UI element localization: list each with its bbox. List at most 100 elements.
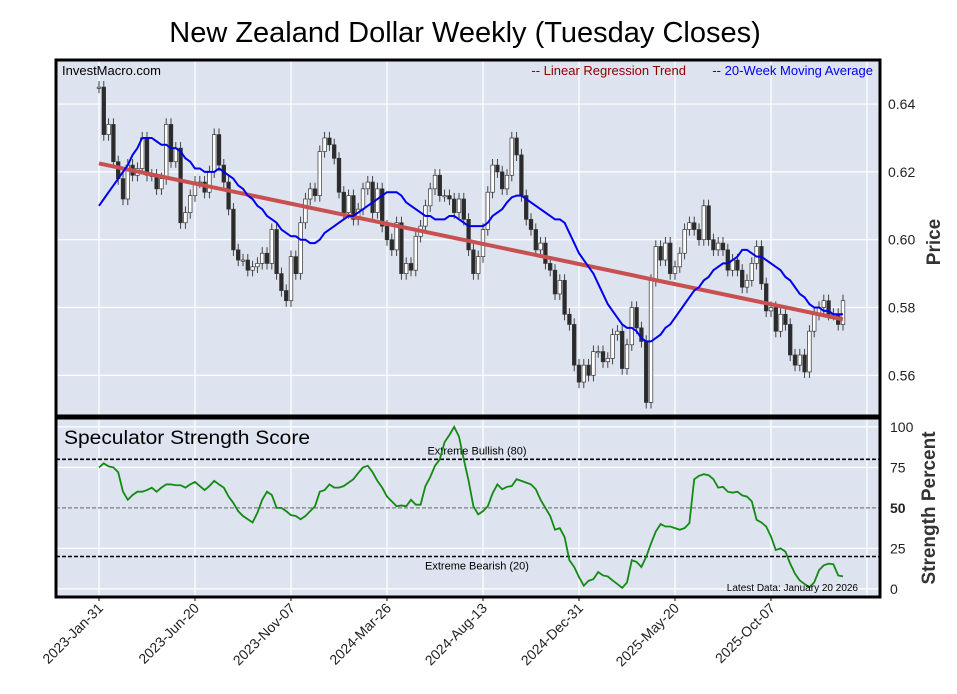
candle-body [596,351,601,354]
candle-body [716,242,721,251]
candle-body [543,242,548,264]
candle-body [749,263,754,281]
candle-body [692,222,697,230]
candle-body [500,171,505,190]
candle-body [567,313,572,325]
candle-body [764,283,769,312]
candle-body [552,269,558,295]
strength-tick-label: 50 [890,500,906,516]
candle-body [706,205,711,241]
candle-body [788,324,793,356]
candle-body [629,307,634,346]
price-tick-label: 0.62 [888,164,915,180]
legend-trend: -- Linear Regression Trend [531,63,686,78]
candle-body [111,124,116,163]
candle-body [168,124,174,163]
strength-tick-label: 0 [890,581,898,597]
candle-body [264,252,270,264]
candle-body [744,280,750,288]
candle-body [759,246,764,285]
candle-body [279,273,284,291]
candle-body [452,198,457,213]
price-tick-label: 0.58 [888,300,915,316]
price-tick-label: 0.60 [888,232,915,248]
candle-body [504,174,510,190]
candle-body [826,300,831,315]
candle-body [682,229,687,254]
candle-body [586,364,591,376]
strength-panel-title: Speculator Strength Score [64,428,310,449]
price-grid [56,60,880,416]
candle-body [322,137,327,152]
candle-body [658,246,663,261]
candle-body [437,174,442,196]
candle-body [164,124,169,180]
candle-body [735,259,740,271]
x-tick-label: 2024-Dec-31 [518,600,587,669]
x-tick-label: 2023-Jun-20 [135,600,202,667]
candle-body [332,144,337,159]
candle-body [514,137,519,156]
candle-body [821,300,826,308]
candle-body [802,354,807,373]
candle-body [399,222,404,274]
chart-title: New Zealand Dollar Weekly (Tuesday Close… [169,17,761,49]
candle-body [317,151,322,196]
candle-body [428,188,433,207]
candle-body [236,249,241,261]
candle-body [216,134,222,166]
candle-body [548,263,553,271]
candle-body [581,364,586,383]
strength-tick-label: 25 [890,540,906,556]
candle-body [840,300,846,325]
candle-body [447,195,452,200]
candle-body [293,256,298,274]
candle-body [188,195,193,213]
candle-body [533,229,538,251]
candle-body [360,188,366,210]
candle-body [696,229,702,241]
candle-body [768,307,774,312]
candle-body [557,280,562,295]
strength-panel: Extreme Bullish (80) Extreme Bearish (20)… [54,416,940,599]
candle-body [231,208,236,251]
candle-body [303,198,308,224]
watermark: InvestMacro.com [62,63,161,78]
candle-body [336,157,342,193]
candle-body [269,229,274,264]
candle-body [346,195,351,213]
candle-body [442,195,447,198]
candle-body [226,181,231,210]
candle-body [644,341,649,403]
candle-body [101,86,106,135]
candle-body [298,222,303,274]
candle-body [720,242,726,251]
candle-body [370,181,375,213]
strength-tick-label: 100 [890,419,914,435]
candle-body [413,235,418,271]
x-tick-label: 2023-Nov-07 [230,600,299,669]
x-tick-label: 2025-Oct-07 [712,600,778,666]
candle-body [687,222,692,230]
candle-body [812,313,817,332]
candle-body [572,324,577,366]
candle-body [562,280,567,315]
candle-body [485,191,490,230]
candle-body [207,171,212,193]
candle-body [634,307,639,329]
reference-line-label: Extreme Bullish (80) [427,445,526,457]
candle-body [327,137,332,146]
candle-body [308,188,313,200]
candle-body [432,174,438,190]
candle-body [471,249,476,274]
candle-body [408,263,414,271]
candle-body [490,164,495,193]
x-axis: 2023-Jan-31 2023-Jun-20 2023-Nov-07 2024-Ma… [39,597,778,669]
candle-body [312,188,318,196]
price-axis-label: Price [924,219,945,265]
candle-body [519,154,524,196]
candle-body [610,334,615,359]
candle-body [245,259,250,271]
strength-plot-border [54,416,882,599]
